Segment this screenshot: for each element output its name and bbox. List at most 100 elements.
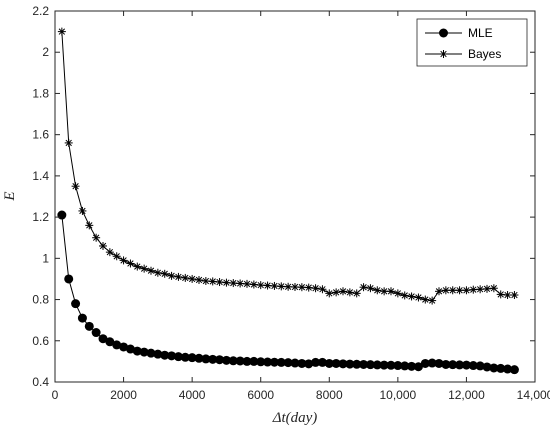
y-tick-label: 1.6	[32, 128, 49, 142]
mle-point	[249, 356, 259, 366]
mle-point	[98, 334, 108, 344]
asterisk-stroke	[490, 285, 498, 292]
asterisk-stroke	[456, 287, 463, 294]
bayes-point	[325, 289, 334, 298]
mle-point	[304, 359, 314, 369]
asterisk-stroke	[79, 207, 86, 215]
bayes-point	[284, 282, 293, 291]
mle-point	[448, 360, 458, 370]
y-tick-label: 2.2	[32, 4, 49, 18]
bayes-point	[339, 287, 347, 296]
bayes-point	[345, 288, 354, 297]
asterisk-stroke	[161, 270, 168, 277]
asterisk-stroke	[346, 289, 354, 296]
asterisk-stroke	[312, 285, 319, 292]
mle-point	[228, 356, 238, 366]
asterisk-stroke	[92, 234, 100, 241]
mle-point	[324, 358, 334, 368]
legend-mle-label: MLE	[468, 26, 493, 40]
bayes-point	[229, 279, 238, 288]
bayes-point	[153, 268, 162, 277]
bayes-point	[119, 256, 128, 265]
x-tick-label: 12,000	[448, 388, 485, 402]
asterisk-stroke	[188, 275, 196, 283]
mle-point	[372, 360, 382, 370]
mle-point	[194, 353, 204, 363]
asterisk-stroke	[511, 291, 518, 299]
asterisk-stroke	[422, 296, 429, 303]
legend-bayes-label: Bayes	[468, 47, 501, 61]
mle-point	[441, 359, 451, 369]
bayes-point	[407, 292, 416, 301]
mle-point	[187, 353, 197, 363]
asterisk-stroke	[326, 290, 333, 297]
y-tick-label: 1.8	[32, 86, 49, 100]
mle-point	[338, 359, 348, 369]
asterisk-stroke	[147, 267, 155, 274]
mle-point	[112, 340, 122, 350]
asterisk-stroke	[113, 253, 120, 260]
asterisk-stroke	[58, 28, 66, 35]
mle-point	[132, 346, 142, 356]
asterisk-stroke	[127, 260, 134, 267]
mle-point	[331, 358, 341, 368]
x-tick-label: 4000	[179, 388, 206, 402]
y-tick-label: 0.4	[32, 375, 49, 389]
mle-point	[345, 359, 355, 369]
mle-point	[365, 360, 375, 370]
asterisk-stroke	[154, 269, 162, 276]
bayes-point	[140, 264, 149, 273]
asterisk-stroke	[476, 286, 484, 293]
bayes-point	[71, 182, 80, 191]
asterisk-stroke	[339, 288, 347, 295]
mle-point	[475, 361, 485, 371]
bayes-point	[332, 288, 341, 297]
mle-point	[489, 363, 499, 373]
x-tick-label: 14,000	[517, 388, 550, 402]
mle-point	[359, 359, 369, 369]
asterisk-stroke	[140, 265, 148, 272]
asterisk-stroke	[257, 281, 264, 289]
asterisk-stroke	[120, 257, 127, 264]
asterisk-stroke	[230, 279, 237, 287]
mle-point	[503, 364, 513, 374]
bayes-point	[291, 282, 299, 291]
asterisk-stroke	[380, 288, 388, 295]
bayes-point	[208, 277, 217, 286]
bayes-point	[435, 287, 443, 296]
bayes-point	[57, 27, 66, 36]
mle-point	[352, 359, 362, 369]
y-tick-label: 2	[42, 45, 49, 59]
asterisk-stroke	[408, 293, 415, 300]
mle-point	[201, 354, 211, 364]
asterisk-stroke	[182, 274, 189, 282]
mle-point	[420, 358, 430, 368]
asterisk-stroke	[134, 263, 141, 270]
asterisk-stroke	[497, 291, 504, 298]
asterisk-stroke	[99, 242, 107, 250]
bayes-point	[181, 273, 190, 282]
y-tick-label: 0.8	[32, 293, 49, 307]
asterisk-stroke	[291, 283, 299, 291]
asterisk-stroke	[442, 287, 450, 294]
mle-point	[455, 360, 465, 370]
bayes-point	[455, 286, 464, 295]
mle-point	[509, 365, 519, 375]
bayes-point	[359, 283, 368, 292]
mle-point	[242, 356, 252, 366]
mle-point	[139, 347, 149, 357]
asterisk-stroke	[332, 289, 340, 296]
mle-point	[125, 344, 135, 354]
plot-frame	[54, 10, 536, 383]
asterisk-stroke	[387, 288, 395, 295]
bayes-point	[78, 206, 87, 215]
mle-point	[434, 358, 444, 368]
asterisk-stroke	[72, 183, 79, 190]
mle-point	[160, 350, 170, 360]
bayes-point	[483, 284, 491, 293]
mle-point	[57, 210, 67, 220]
bayes-point	[92, 233, 101, 242]
asterisk-stroke	[483, 285, 491, 293]
bayes-point	[428, 296, 437, 305]
asterisk-stroke	[470, 286, 477, 293]
